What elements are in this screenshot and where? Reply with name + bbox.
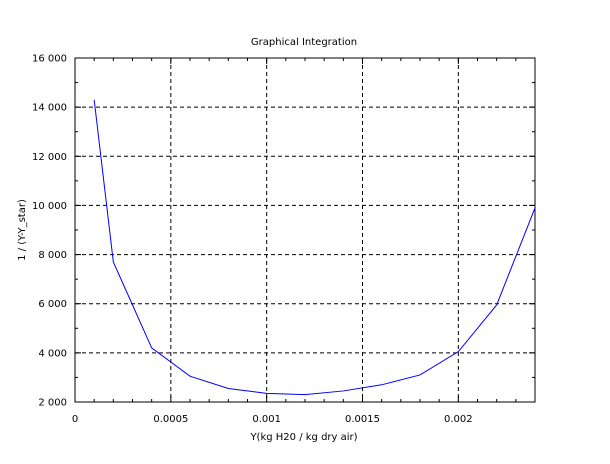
y-tick-label: 2 000 [38, 398, 67, 409]
series-line [93, 99, 536, 396]
x-tick-label: 0.0015 [345, 414, 380, 425]
y-axis-label: 1 / (Y-Y_star) [17, 199, 28, 261]
y-tick-label: 10 000 [32, 201, 67, 212]
series-layer [93, 99, 536, 396]
plot-frame [74, 57, 536, 403]
grid [75, 58, 535, 402]
y-tick-label: 16 000 [32, 54, 67, 65]
y-tick-label: 12 000 [32, 152, 67, 163]
chart-title: Graphical Integration [251, 37, 357, 48]
y-tick-label: 8 000 [38, 250, 67, 261]
x-tick-label: 0.002 [444, 414, 473, 425]
y-tick-label: 6 000 [38, 299, 67, 310]
y-tick-label: 14 000 [32, 103, 67, 114]
axis-ticks: 0 0.0005 0.001 0.0015 0.002 2 000 4 000 6 000 8 … [32, 54, 536, 425]
x-axis-label: Y(kg H20 / kg dry air) [249, 432, 357, 443]
x-tick-label: 0.001 [252, 414, 281, 425]
x-tick-label: 0 [72, 414, 78, 425]
y-tick-label: 4 000 [38, 348, 67, 359]
x-tick-label: 0.0005 [153, 414, 188, 425]
